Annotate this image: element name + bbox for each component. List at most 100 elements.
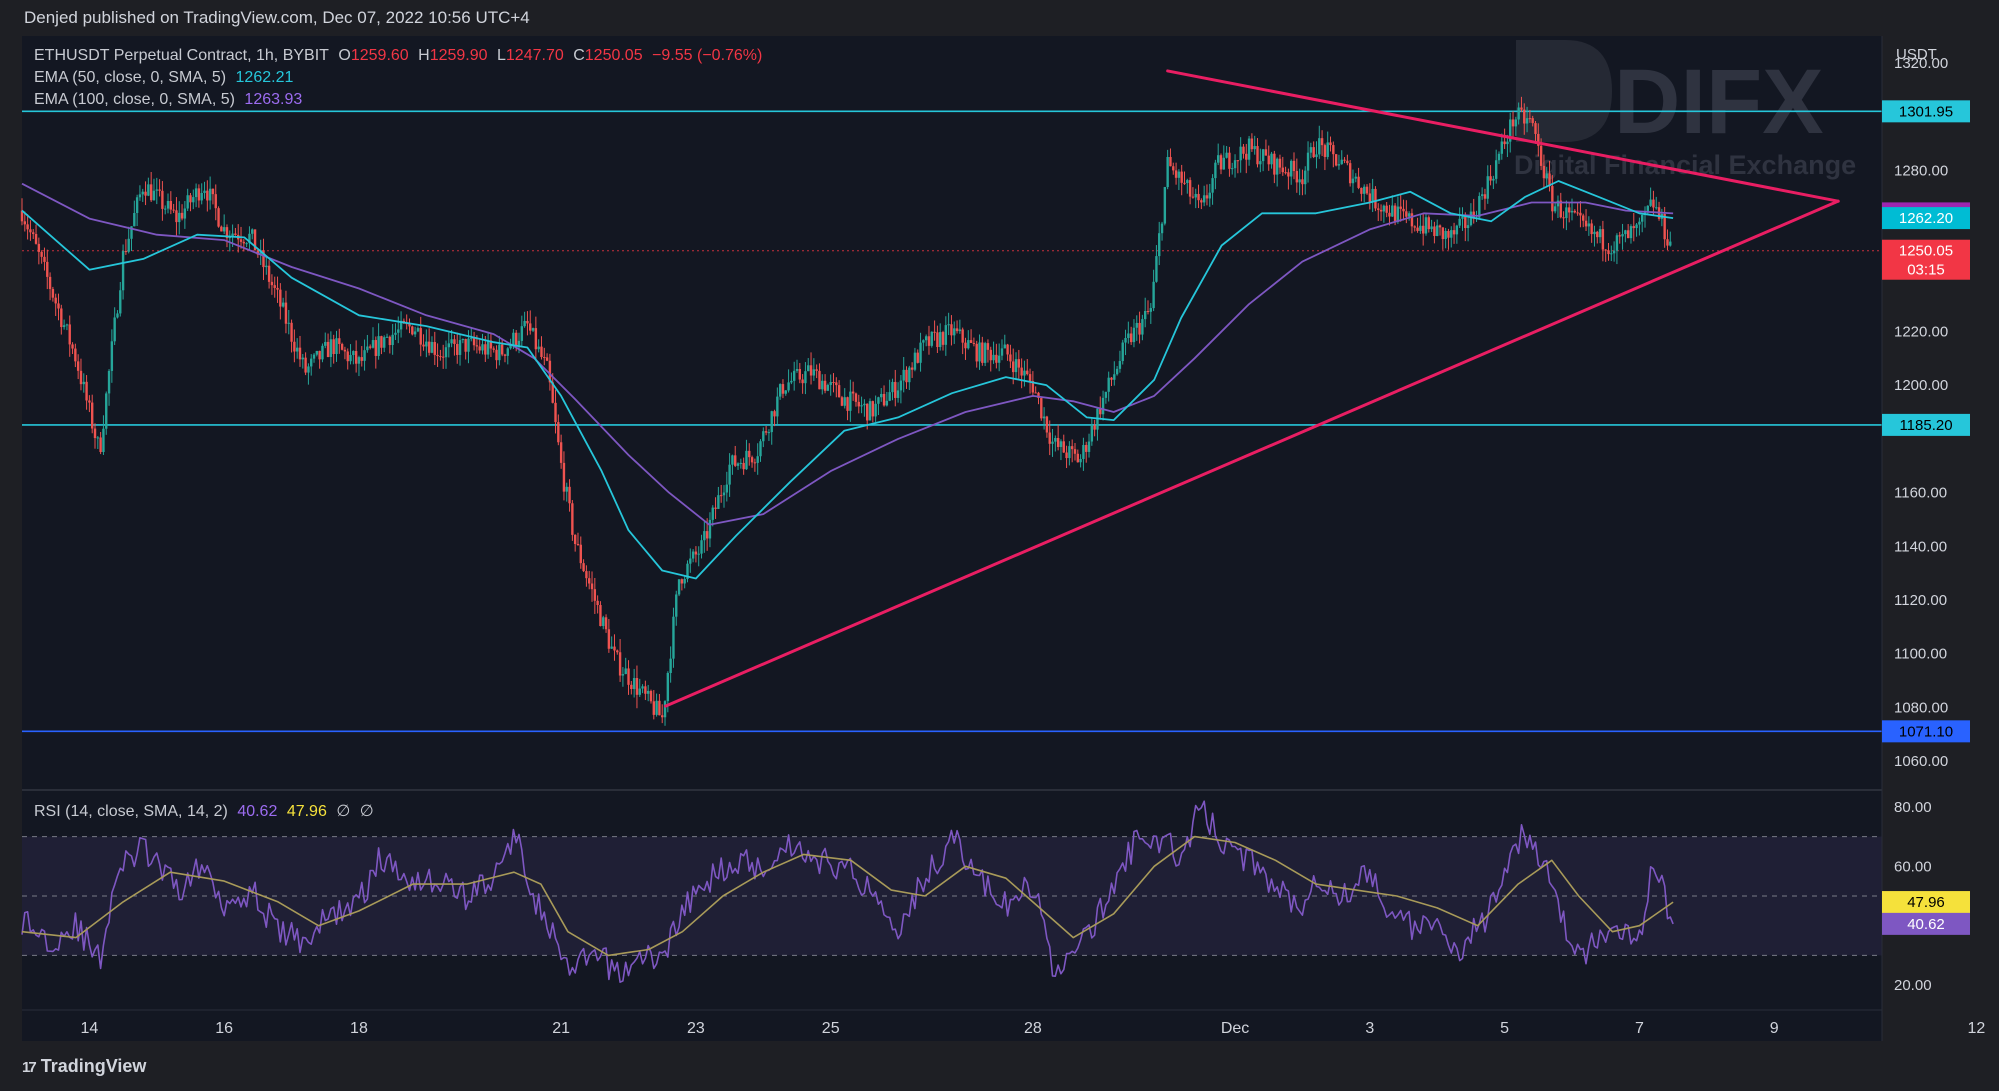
candle-body <box>1576 212 1579 214</box>
candle-body <box>315 350 319 355</box>
candle-body <box>840 397 844 406</box>
candle-body <box>203 190 206 194</box>
candle-body <box>1065 452 1068 459</box>
candle-body <box>568 486 571 504</box>
high-label: H <box>418 47 430 64</box>
candle-body <box>776 396 779 417</box>
candle-body <box>492 348 495 350</box>
candle-body <box>1402 208 1405 212</box>
candle-body <box>1191 196 1195 198</box>
candle-body <box>632 678 636 690</box>
candle-body <box>40 251 43 257</box>
candle-body <box>719 495 723 497</box>
candle-body <box>295 347 299 352</box>
candle-body <box>79 370 83 385</box>
candle-body <box>950 324 953 336</box>
candle-body <box>1655 207 1658 209</box>
candle-body <box>750 457 754 463</box>
candle-body <box>1492 178 1495 181</box>
candle-body <box>411 326 414 335</box>
candle-body <box>554 402 557 423</box>
candle-body <box>812 369 816 376</box>
candle-body <box>1068 446 1071 459</box>
candle-body <box>1357 176 1360 188</box>
candle-body <box>447 343 451 348</box>
candle-body <box>270 281 274 286</box>
candle-body <box>1110 377 1113 380</box>
candle-body <box>147 184 150 196</box>
candle-body <box>1590 223 1593 235</box>
tradingview-logo-icon: 17 <box>22 1059 37 1076</box>
rsi-hidden-icon[interactable]: ∅ <box>336 803 351 820</box>
ema100-legend[interactable]: EMA (100, close, 0, SMA, 5) 1263.93 <box>34 91 307 109</box>
price-axis-tick: 1140.00 <box>1894 538 1947 555</box>
price-level-badge-label: 1185.20 <box>1899 417 1952 434</box>
x-axis-tick: 3 <box>1365 1020 1374 1037</box>
candle-body <box>1287 172 1290 177</box>
rsi-hidden-icon-2[interactable]: ∅ <box>359 803 374 820</box>
candle-body <box>1486 176 1489 199</box>
candle-body <box>138 194 142 198</box>
candle-body <box>1365 186 1369 194</box>
candle-body <box>498 344 501 361</box>
candle-body <box>618 652 622 676</box>
candle-body <box>877 397 880 404</box>
rsi-axis-tick: 60.00 <box>1894 858 1932 875</box>
candle-body <box>1236 160 1240 162</box>
trendline[interactable] <box>1166 69 1840 203</box>
candle-body <box>1424 217 1428 234</box>
candle-body <box>1163 187 1167 224</box>
candle-body <box>1337 164 1341 166</box>
candle-body <box>478 346 481 351</box>
candle-body <box>301 357 304 360</box>
trendline[interactable] <box>664 199 1840 708</box>
candle-body <box>1545 173 1548 179</box>
candle-body <box>837 385 841 398</box>
candle-body <box>1587 223 1591 227</box>
candle-body <box>902 369 905 381</box>
candle-body <box>321 345 324 360</box>
candle-body <box>1455 225 1459 235</box>
rsi-legend[interactable]: RSI (14, close, SMA, 14, 2) 40.62 47.96 … <box>34 801 379 821</box>
candle-body <box>1500 141 1504 154</box>
candle-body <box>1174 170 1178 178</box>
candle-body <box>1343 159 1346 161</box>
candle-body <box>871 401 875 417</box>
candle-body <box>1539 145 1543 166</box>
candle-body <box>821 380 824 390</box>
candle-body <box>748 450 751 458</box>
candle-body <box>1281 167 1284 173</box>
candle-body <box>880 393 883 398</box>
price-axis-tick: 1220.00 <box>1894 323 1948 340</box>
candle-body <box>1152 281 1155 309</box>
candle-body <box>383 337 386 348</box>
candle-body <box>1070 446 1074 450</box>
ema50-legend[interactable]: EMA (50, close, 0, SMA, 5) 1262.21 <box>34 69 298 87</box>
candle-body <box>110 341 114 371</box>
candle-body <box>1270 153 1273 165</box>
candle-body <box>62 325 66 328</box>
candle-body <box>1430 226 1433 230</box>
candle-body <box>366 346 369 351</box>
candle-body <box>1093 425 1096 430</box>
candle-body <box>1388 212 1391 217</box>
candle-body <box>1534 123 1537 134</box>
price-axis-tick: 1120.00 <box>1894 592 1947 609</box>
candle-body <box>1503 141 1506 145</box>
candle-body <box>742 462 745 470</box>
symbol-label: ETHUSDT Perpetual Contract, 1h, BYBIT <box>34 47 329 64</box>
candle-body <box>666 673 670 702</box>
price-level-badge-label: 1301.95 <box>1899 103 1953 120</box>
close-label: C <box>573 47 585 64</box>
candle-body <box>37 243 41 252</box>
candle-body <box>1166 156 1169 188</box>
candle-body <box>486 340 490 355</box>
candle-body <box>46 261 49 277</box>
candle-body <box>531 328 535 331</box>
candle-body <box>65 324 69 326</box>
candle-body <box>1158 233 1161 257</box>
candle-body <box>293 341 296 352</box>
candle-body <box>267 265 271 282</box>
tradingview-brand[interactable]: 17 TradingView <box>22 1056 146 1077</box>
candle-body <box>338 338 341 344</box>
